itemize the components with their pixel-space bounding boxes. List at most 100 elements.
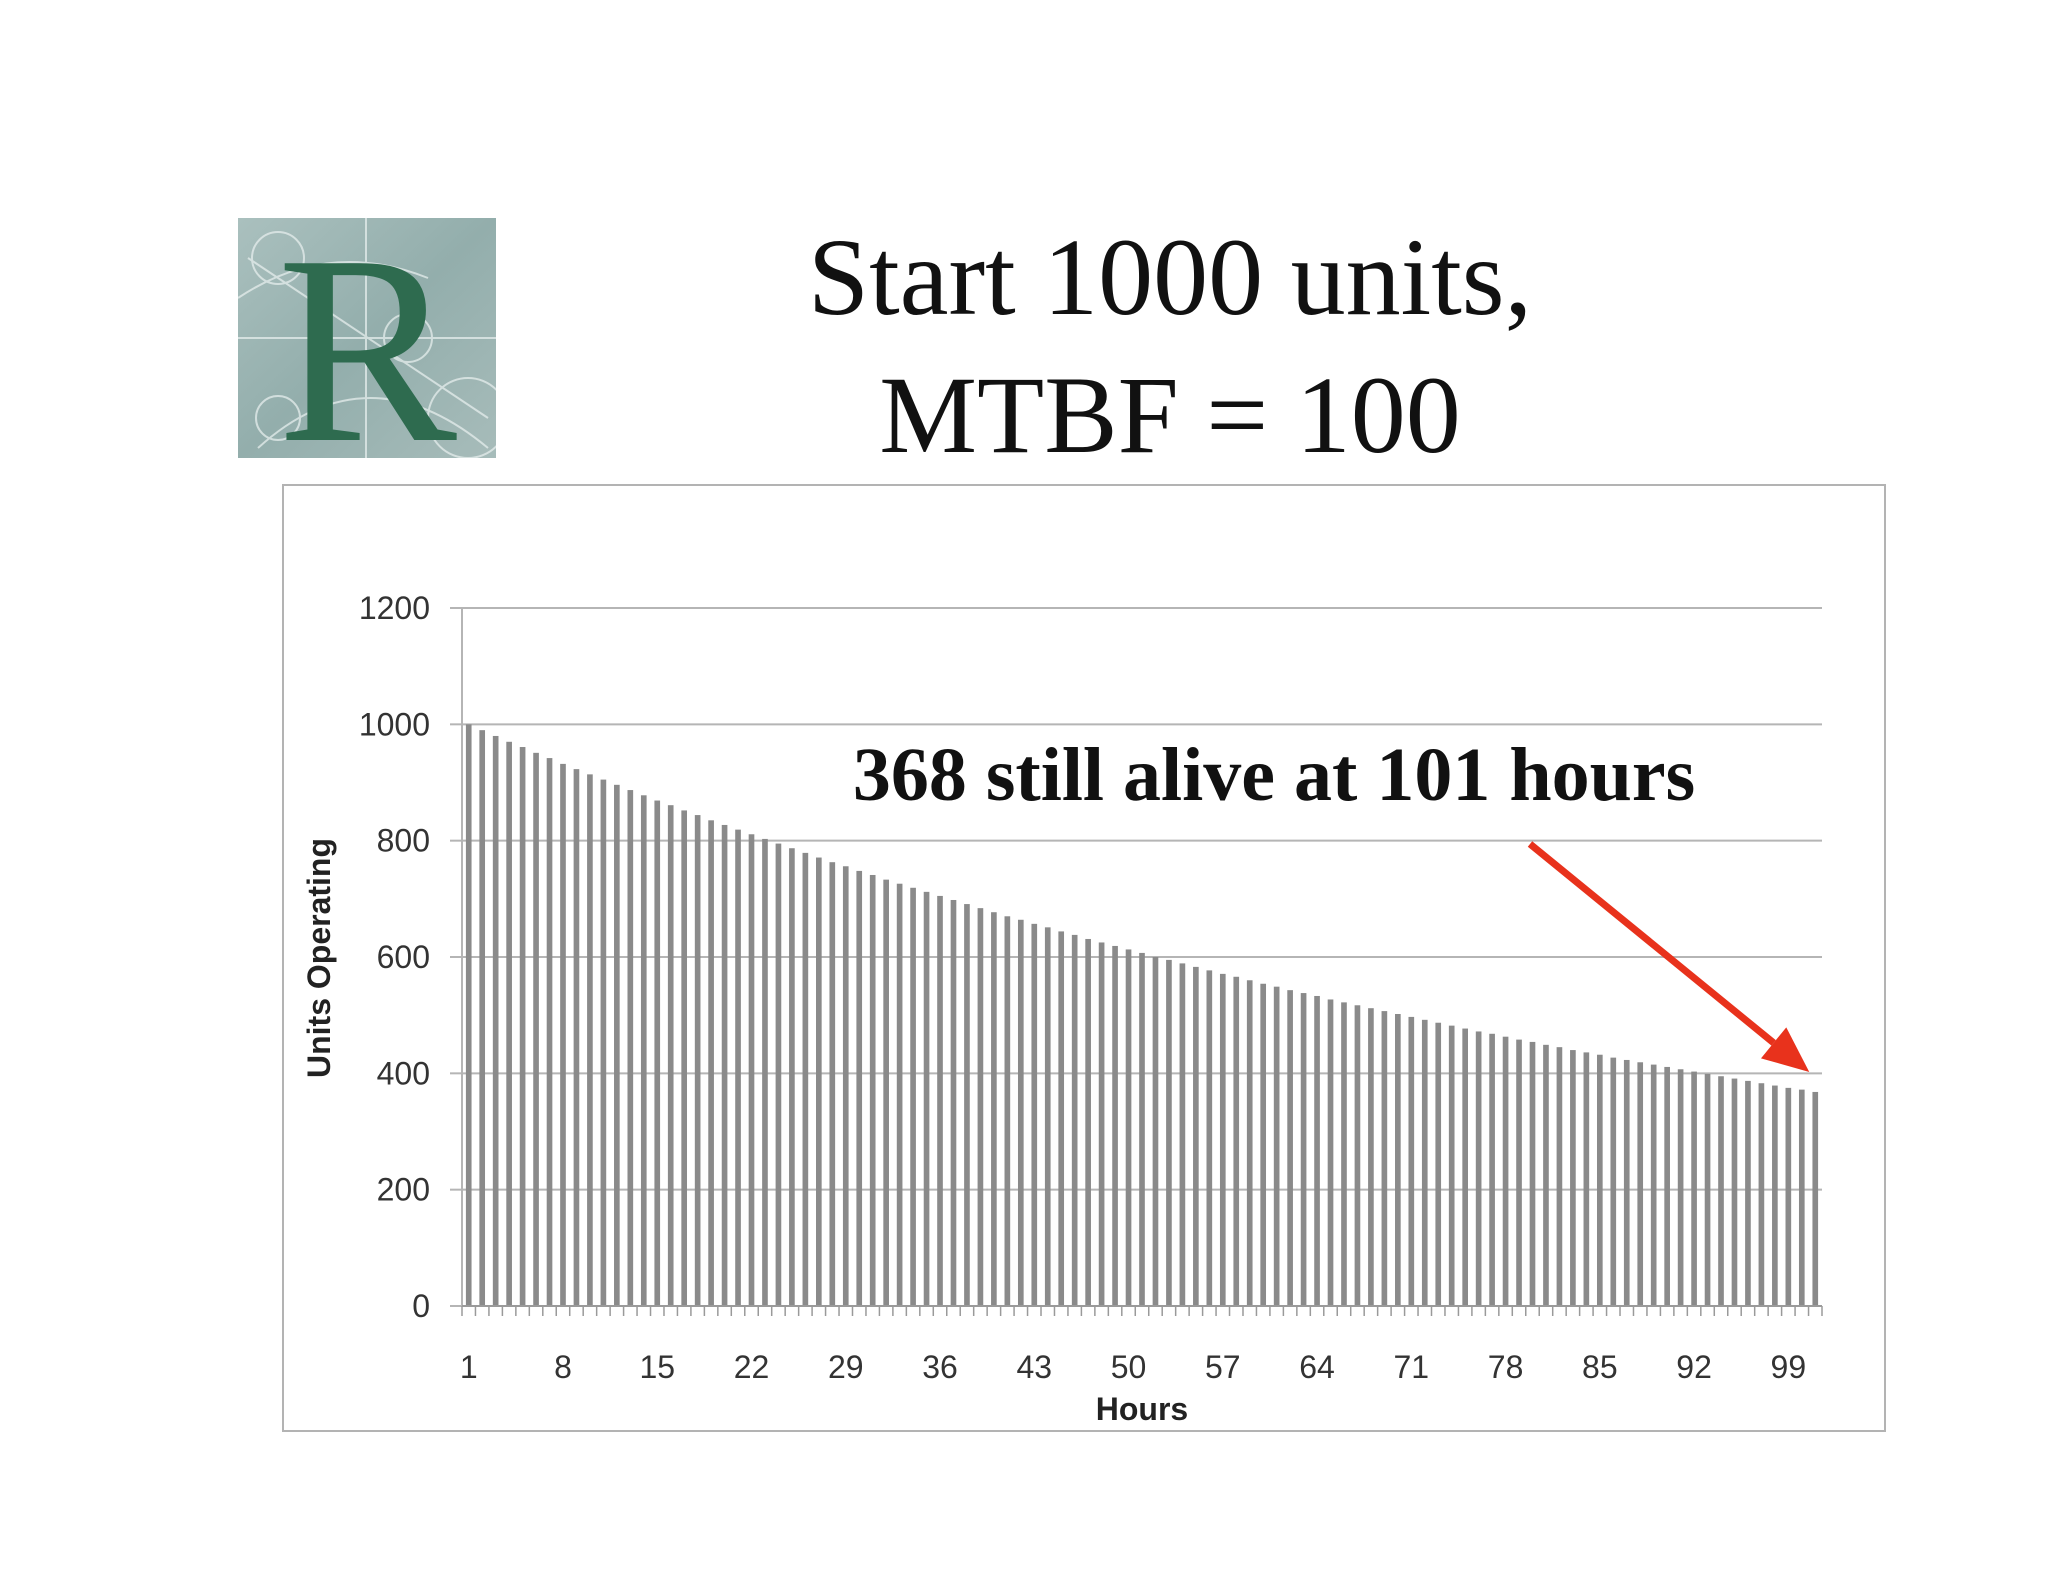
bar: [614, 784, 620, 1306]
y-tick-label: 0: [412, 1288, 430, 1324]
bar: [1664, 1066, 1670, 1306]
bar: [1408, 1016, 1415, 1306]
bar: [1341, 1002, 1347, 1306]
x-tick-label: 99: [1771, 1349, 1807, 1385]
bar: [1677, 1069, 1684, 1306]
y-tick-label: 200: [377, 1172, 430, 1208]
bar: [802, 852, 809, 1306]
annotation-arrow: [1527, 841, 1810, 1072]
bar: [1610, 1057, 1617, 1306]
bar: [465, 724, 472, 1306]
bar: [667, 805, 674, 1306]
bar: [1206, 970, 1213, 1306]
y-tick-labels: 0 200 400 600 800 1000 1200: [359, 590, 430, 1324]
bar: [560, 763, 566, 1306]
bar: [573, 769, 580, 1306]
bar: [1152, 957, 1159, 1306]
bar: [587, 774, 593, 1306]
y-tick-label: 400: [377, 1055, 430, 1091]
x-tick-label: 29: [828, 1349, 864, 1385]
bar: [1583, 1052, 1590, 1306]
x-tick-label: 36: [922, 1349, 958, 1385]
x-axis-label: Hours: [1096, 1391, 1188, 1427]
x-tick-label: 50: [1111, 1349, 1147, 1385]
bar: [1219, 973, 1226, 1306]
bar: [842, 866, 849, 1306]
bar: [1812, 1091, 1819, 1306]
x-tick-label: 71: [1394, 1349, 1430, 1385]
x-tick-labels: 1 8 15 22 29 36 43 50 57 64 71 78 85 92 99: [460, 1349, 1806, 1385]
bar: [1300, 993, 1307, 1306]
bar: [546, 758, 553, 1306]
bar: [519, 747, 526, 1306]
bar: [950, 899, 957, 1306]
bar: [1098, 942, 1105, 1306]
bar: [1502, 1036, 1509, 1306]
bar: [748, 834, 755, 1306]
bar: [1798, 1089, 1805, 1306]
bar: [1139, 952, 1145, 1306]
y-axis-label: Units Operating: [301, 838, 337, 1078]
bar: [479, 730, 486, 1306]
bar: [1395, 1014, 1401, 1306]
x-tick-label: 22: [734, 1349, 770, 1385]
y-tick-label: 1200: [359, 590, 430, 626]
bar: [1691, 1071, 1697, 1306]
bar: [1529, 1041, 1536, 1306]
title-line-1: Start 1000 units,: [807, 216, 1533, 338]
bar: [1260, 983, 1267, 1306]
x-tick-label: 64: [1299, 1349, 1335, 1385]
bar: [1435, 1022, 1442, 1306]
bar: [627, 790, 634, 1306]
bar: [789, 848, 795, 1306]
bar: [910, 887, 916, 1306]
x-tick-label: 92: [1676, 1349, 1712, 1385]
bar: [1166, 959, 1172, 1306]
bar: [1448, 1025, 1455, 1306]
bar: [856, 870, 863, 1306]
bar: [681, 810, 688, 1306]
axes: [461, 608, 1823, 1316]
bar: [977, 908, 984, 1306]
bar: [1556, 1047, 1563, 1306]
bar: [937, 895, 943, 1306]
chart: 0 200 400 600 800 1000 1200 1 8 15 22 29 36 43 50 57 64…: [282, 484, 1886, 1432]
bar: [1421, 1019, 1428, 1306]
bar: [1489, 1033, 1495, 1306]
bar: [1314, 995, 1320, 1306]
x-tick-label: 8: [554, 1349, 572, 1385]
bar: [1004, 916, 1011, 1306]
bar: [1112, 945, 1118, 1306]
bar: [1623, 1059, 1630, 1306]
bar: [775, 843, 782, 1306]
bar: [1570, 1050, 1576, 1306]
bar: [1327, 999, 1334, 1306]
bar: [923, 891, 930, 1306]
bar: [1516, 1039, 1522, 1306]
bar: [1031, 923, 1038, 1306]
bar: [991, 912, 997, 1306]
bar: [883, 879, 889, 1306]
bar: [640, 795, 647, 1306]
x-tick-label: 15: [639, 1349, 675, 1385]
bar: [1785, 1087, 1792, 1306]
bar: [721, 824, 728, 1306]
letter-r-logo-icon: R: [237, 200, 509, 499]
bar: [1731, 1078, 1738, 1306]
bar: [1058, 931, 1065, 1306]
bar: [762, 838, 768, 1306]
x-tick-label: 78: [1488, 1349, 1524, 1385]
bar: [506, 741, 512, 1306]
bar: [1475, 1031, 1482, 1306]
bar: [1368, 1008, 1374, 1306]
bar: [964, 904, 970, 1306]
bar: [1354, 1005, 1361, 1306]
bar: [492, 735, 499, 1306]
bar: [1758, 1083, 1765, 1306]
bar: [869, 874, 876, 1306]
x-tick-label: 43: [1016, 1349, 1052, 1385]
bar: [1193, 966, 1199, 1306]
bar: [708, 820, 714, 1306]
bar: [1772, 1085, 1778, 1306]
